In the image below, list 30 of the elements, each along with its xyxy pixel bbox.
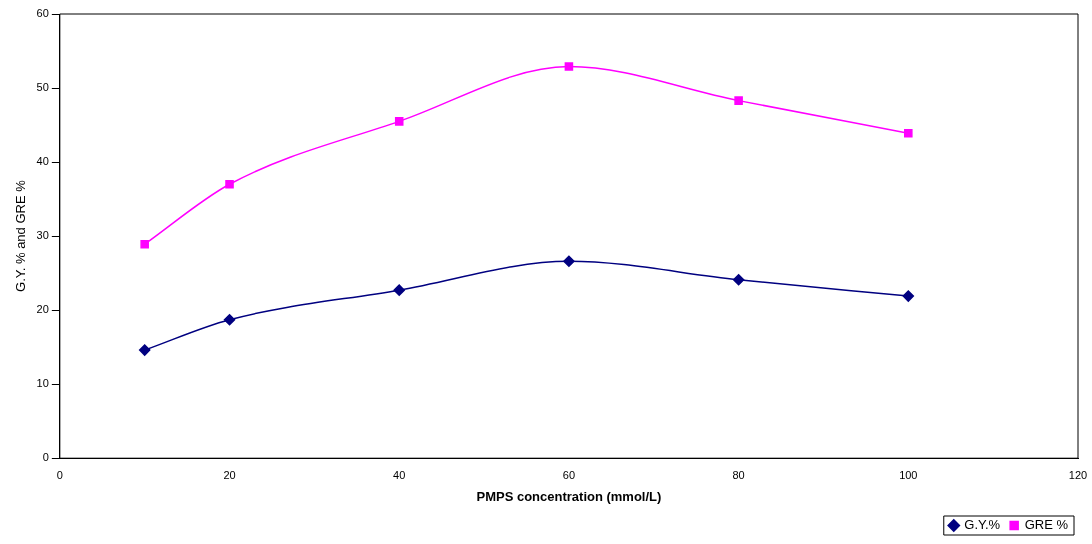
y-tick-label: 20: [36, 303, 49, 316]
x-tick-label: 60: [562, 468, 576, 481]
y-tick-label: 50: [36, 81, 49, 94]
legend-label: GRE %: [1024, 517, 1069, 533]
point: [564, 62, 574, 71]
y-axis-title: G.Y. % and GRE %: [13, 179, 29, 292]
point: [563, 255, 575, 268]
point: [223, 314, 236, 326]
point: [140, 239, 149, 249]
point: [393, 284, 405, 296]
point: [734, 96, 743, 105]
x-tick-label: 120: [1068, 468, 1088, 481]
point: [902, 290, 915, 302]
x-tick-label: 80: [732, 468, 745, 481]
legend-label: G.Y.%: [964, 517, 1001, 533]
y-tick-label: 10: [36, 377, 49, 390]
y-tick-label: 0: [42, 451, 49, 464]
point: [225, 179, 234, 189]
y-tick-label: 40: [36, 155, 49, 168]
x-tick-label: 40: [393, 468, 406, 481]
point: [732, 274, 745, 286]
x-tick-label: 20: [223, 468, 236, 481]
point: [394, 117, 404, 126]
point: [138, 344, 151, 356]
x-tick-label: 100: [899, 468, 918, 481]
y-tick-label: 30: [36, 229, 49, 242]
point: [904, 128, 913, 138]
x-tick-label: 0: [56, 468, 63, 481]
x-axis-title: PMPS concentration (mmol/L): [476, 488, 662, 504]
y-tick-label: 60: [36, 7, 49, 20]
